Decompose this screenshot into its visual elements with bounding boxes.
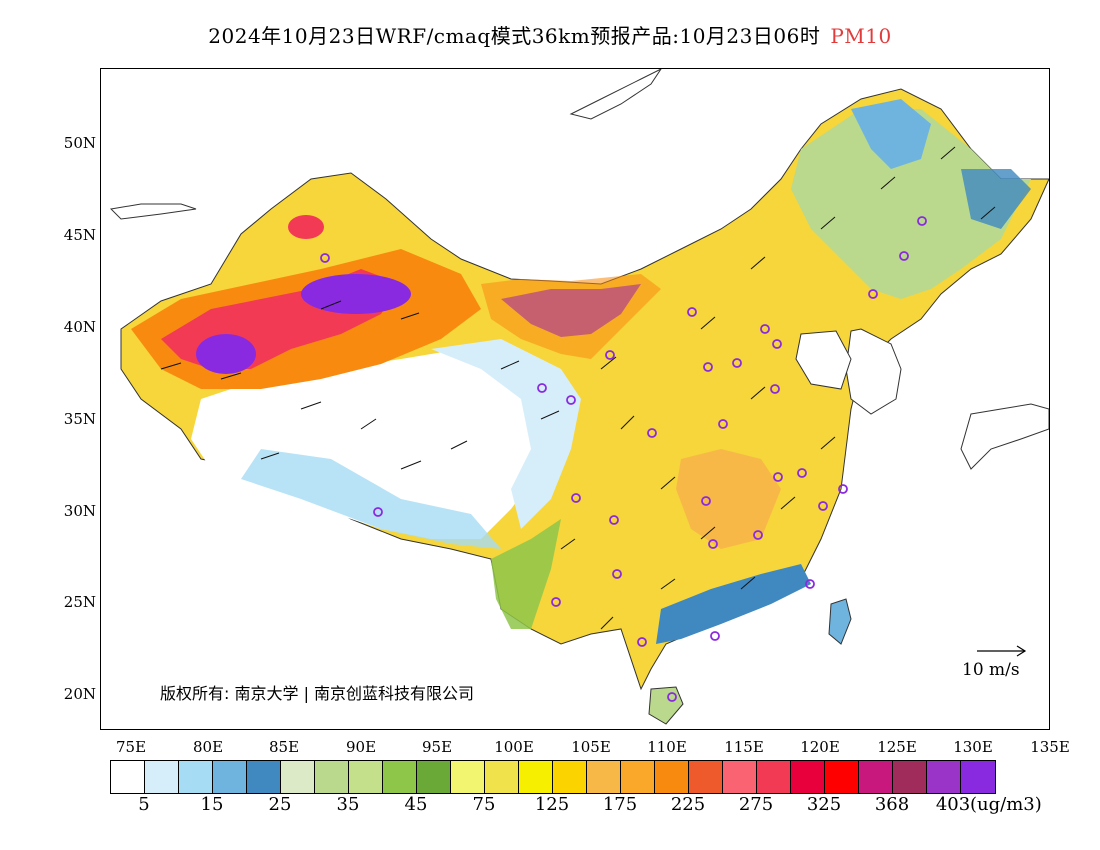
colorbar-swatch-18 [723,761,757,793]
colorbar-label-35: 35 [336,794,360,815]
junggar-purple [301,274,411,314]
colorbar-label-5: 5 [138,794,150,815]
colorbar-swatch-12 [519,761,553,793]
lon-label-120e: 120E [800,738,840,756]
tarim-purple [196,334,256,374]
colorbar-label-175: 175 [602,794,638,815]
colorbar-swatch-22 [859,761,893,793]
colorbar-label-368: 368 [874,794,910,815]
colorbar-swatch-24 [927,761,961,793]
plateau-south-blue [241,449,501,549]
colorbar-label-75: 75 [472,794,496,815]
japan-outline [960,403,1049,470]
colorbar-swatch-4 [247,761,281,793]
lon-label-105e: 105E [571,738,611,756]
lat-label-40n: 40N [63,318,96,336]
lon-label-100e: 100E [494,738,534,756]
plateau-edge-blue [431,339,581,529]
colorbar-swatch-13 [553,761,587,793]
colorbar-unit: (ug/m3) [970,794,1042,815]
city-markers [320,216,927,702]
taiwan-outline [828,598,852,645]
colorbar [110,760,996,794]
lon-label-110e: 110E [647,738,687,756]
lat-label-20n: 20N [63,685,96,703]
southwest-green [491,519,561,629]
hainan-outline [648,686,684,725]
colorbar-label-15: 15 [200,794,224,815]
colorbar-swatch-1 [145,761,179,793]
title-variable: PM10 [830,24,892,48]
colorbar-label-325: 325 [806,794,842,815]
map-panel [100,68,1050,730]
lon-label-115e: 115E [724,738,764,756]
south-coast-blue [656,564,811,644]
colorbar-swatch-7 [349,761,383,793]
lon-label-75e: 75E [115,738,147,756]
lon-label-125e: 125E [877,738,917,756]
colorbar-label-403: 403 [935,794,971,815]
colorbar-swatch-21 [825,761,859,793]
colorbar-label-275: 275 [738,794,774,815]
colorbar-swatch-5 [281,761,315,793]
colorbar-swatch-17 [689,761,723,793]
lon-label-85e: 85E [268,738,300,756]
lon-label-90e: 90E [345,738,377,756]
korea-outline [845,328,902,415]
colorbar-swatch-19 [757,761,791,793]
colorbar-swatch-8 [383,761,417,793]
colorbar-swatch-11 [485,761,519,793]
colorbar-label-45: 45 [404,794,428,815]
colorbar-swatch-10 [451,761,485,793]
dzungaria-red [288,215,324,239]
lon-label-135e: 135E [1030,738,1070,756]
sakhalin-outline [569,69,662,120]
colorbar-label-25: 25 [268,794,292,815]
copyright-text: 版权所有: 南京大学 | 南京创蓝科技有限公司 [160,684,475,703]
colorbar-swatch-20 [791,761,825,793]
colorbar-swatch-14 [587,761,621,793]
colorbar-swatch-23 [893,761,927,793]
colorbar-label-225: 225 [670,794,706,815]
colorbar-swatch-9 [417,761,451,793]
caspian-outline [109,203,197,220]
gobi-orange [481,274,661,359]
colorbar-swatch-6 [315,761,349,793]
lon-label-80e: 80E [192,738,224,756]
lat-label-35n: 35N [63,410,96,428]
title-main: 2024年10月23日WRF/cmaq模式36km预报产品:10月23日06时 [208,24,821,48]
colorbar-swatch-15 [621,761,655,793]
wind-vectors [160,146,996,630]
northeast-blue-2 [961,169,1031,229]
colorbar-swatch-2 [179,761,213,793]
lon-label-95e: 95E [421,738,453,756]
colorbar-swatch-3 [213,761,247,793]
colorbar-swatch-25 [961,761,995,793]
central-orange [676,449,781,549]
map-canvas [109,69,1049,725]
northeast-green [791,109,1031,299]
lat-label-25n: 25N [63,593,96,611]
colorbar-label-125: 125 [534,794,570,815]
lon-label-130e: 130E [953,738,993,756]
lat-label-50n: 50N [63,134,96,152]
lat-label-30n: 30N [63,502,96,520]
map-title: 2024年10月23日WRF/cmaq模式36km预报产品:10月23日06时 P… [0,20,1100,49]
colorbar-swatch-0 [111,761,145,793]
northeast-blue [851,99,931,169]
colorbar-swatch-16 [655,761,689,793]
bohai-sea [795,330,852,390]
wind-reference-label: 10 m/s [962,660,1020,680]
lat-label-45n: 45N [63,226,96,244]
wind-reference-arrow [977,645,1027,657]
